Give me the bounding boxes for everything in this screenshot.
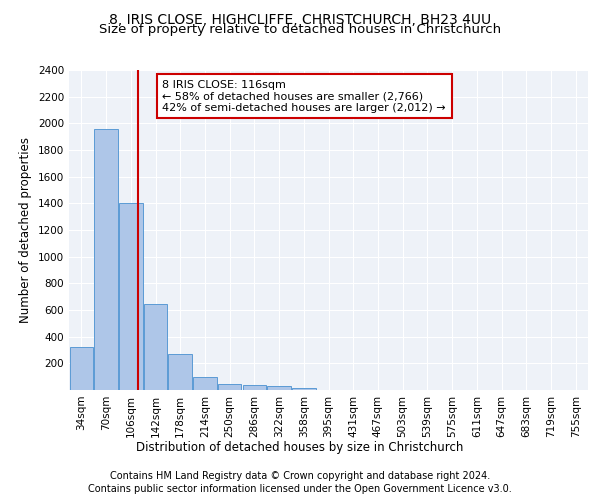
Text: 8 IRIS CLOSE: 116sqm
← 58% of detached houses are smaller (2,766)
42% of semi-de: 8 IRIS CLOSE: 116sqm ← 58% of detached h… — [163, 80, 446, 113]
Bar — [94, 128, 118, 390]
Bar — [193, 376, 217, 390]
Bar — [169, 354, 192, 390]
Text: Contains public sector information licensed under the Open Government Licence v3: Contains public sector information licen… — [88, 484, 512, 494]
Bar — [144, 304, 167, 390]
Text: Distribution of detached houses by size in Christchurch: Distribution of detached houses by size … — [136, 441, 464, 454]
Text: Size of property relative to detached houses in Christchurch: Size of property relative to detached ho… — [99, 22, 501, 36]
Bar — [292, 388, 316, 390]
Bar — [218, 384, 241, 390]
Bar — [119, 202, 143, 390]
Text: 8, IRIS CLOSE, HIGHCLIFFE, CHRISTCHURCH, BH23 4UU: 8, IRIS CLOSE, HIGHCLIFFE, CHRISTCHURCH,… — [109, 12, 491, 26]
Bar — [268, 386, 291, 390]
Text: Contains HM Land Registry data © Crown copyright and database right 2024.: Contains HM Land Registry data © Crown c… — [110, 471, 490, 481]
Y-axis label: Number of detached properties: Number of detached properties — [19, 137, 32, 323]
Bar — [70, 346, 93, 390]
Bar — [242, 385, 266, 390]
